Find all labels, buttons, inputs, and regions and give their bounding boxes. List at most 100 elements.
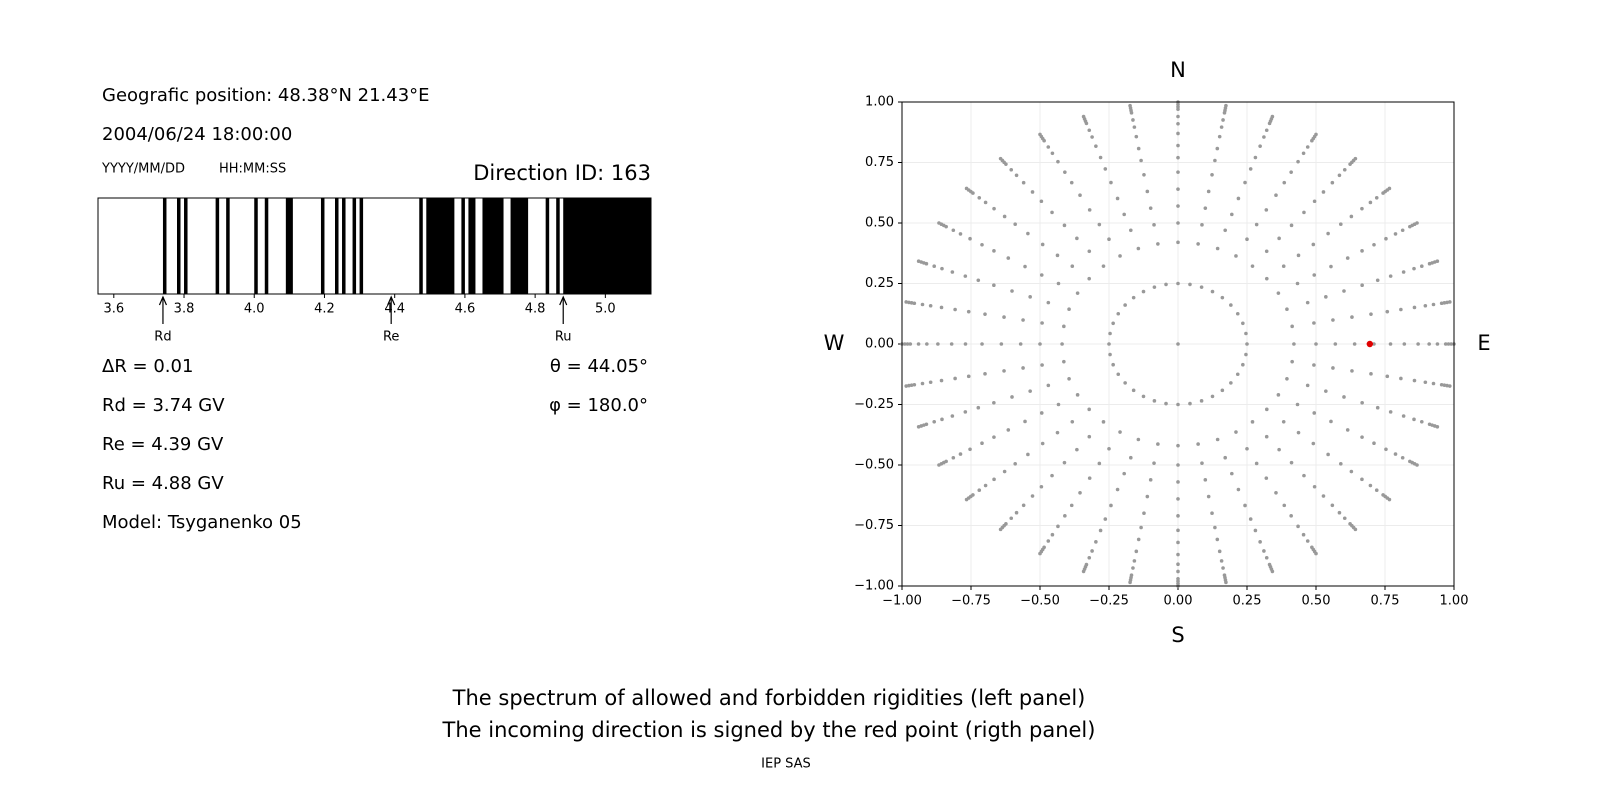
grid-point [907,300,911,305]
grid-point [1176,143,1180,148]
forbidden-band [352,198,357,294]
grid-point [909,301,914,305]
grid-point [1075,236,1079,241]
grid-point [1412,378,1417,383]
x-tick-label: −1.00 [882,594,922,609]
position: Geografic position: 48.38°N 21.43°E [102,85,430,106]
grid-point [1435,424,1440,429]
grid-point [1090,549,1094,553]
grid-point [1081,569,1086,574]
grid-point [1030,494,1035,498]
marker-label: Re [383,330,399,345]
grid-point [992,435,996,439]
grid-point [1342,395,1346,399]
grid-point [1400,228,1405,233]
grid-point [1009,167,1014,172]
grid-point [937,463,941,467]
grid-point [1384,447,1388,452]
grid-point [1219,559,1224,563]
grid-point [1321,494,1326,498]
grid-point [1360,477,1364,482]
grid-point [1264,276,1269,281]
grid-point [1128,103,1132,108]
grid-point [1388,342,1393,346]
grid-point [1305,539,1310,543]
grid-point [963,274,968,278]
grid-point [1176,463,1180,467]
grid-point [1243,180,1247,185]
forbidden-band [482,198,504,294]
grid-point [1254,461,1259,466]
grid-point [1326,452,1330,457]
forbidden-band [226,198,230,294]
grid-point [1156,242,1160,246]
x-tick-label: −0.75 [951,594,991,609]
grid-point [1296,430,1301,435]
grid-point [1439,301,1444,306]
grid-point [1142,511,1146,516]
grid-point [1009,516,1014,521]
grid-point [1372,441,1376,446]
grid-point [1136,437,1141,442]
y-tick-label: 1.00 [865,95,894,110]
grid-point [1264,128,1269,133]
forbidden-band [461,198,465,294]
grid-point [977,195,982,200]
grid-point [1372,342,1376,346]
grid-point [1353,156,1358,161]
grid-point [1295,281,1300,286]
grid-point [1312,363,1316,367]
grid-point [998,527,1003,532]
grid-point [1215,537,1220,542]
grid-point [992,249,996,253]
grid-point [1415,463,1419,467]
grid-point [1148,478,1153,482]
grid-point [1401,270,1406,274]
grid-point [1234,430,1238,434]
grid-point [1145,189,1150,194]
grid-point [1312,321,1316,325]
grid-point [912,382,917,387]
grid-point [1176,443,1180,448]
grid-point [1176,281,1180,286]
y-tick-label: −0.50 [854,458,894,473]
grid-point [1152,285,1157,289]
grid-point [1342,516,1347,521]
spectrum-frame [97,197,652,295]
grid-point [1337,510,1342,515]
grid-point [1443,342,1448,346]
grid-point [1094,540,1098,544]
grid-point [909,383,914,387]
grid-point [951,228,956,233]
grid-point [1449,342,1454,346]
caption: The spectrum of allowed and forbidden ri… [452,686,1086,710]
grid-point [992,206,996,211]
grid-point [963,410,968,414]
grid-point [1258,144,1262,148]
grid-point [1010,395,1014,399]
rd: Rd = 3.74 GV [102,395,225,416]
grid-point [1277,447,1281,452]
grid-point [1368,483,1373,488]
grid-point [1023,419,1027,424]
grid-point [1338,222,1343,227]
grid-point [1442,301,1447,305]
grid-point [1111,321,1115,326]
grid-point [1281,264,1286,269]
grid-point [1097,222,1102,227]
forbidden-band [215,198,220,294]
grid-point [1131,566,1135,570]
grid-point [1107,237,1111,242]
grid-point [1108,331,1112,336]
grid-point [1352,342,1357,346]
grid-point [1234,254,1238,258]
grid-point [1176,480,1180,484]
grid-point [1050,210,1054,215]
grid-point [1337,173,1342,178]
x-tick-label: 4.2 [314,302,335,317]
grid-point [1248,517,1253,521]
grid-point [950,414,955,418]
grid-point [1296,524,1300,529]
grid-point [980,342,984,346]
